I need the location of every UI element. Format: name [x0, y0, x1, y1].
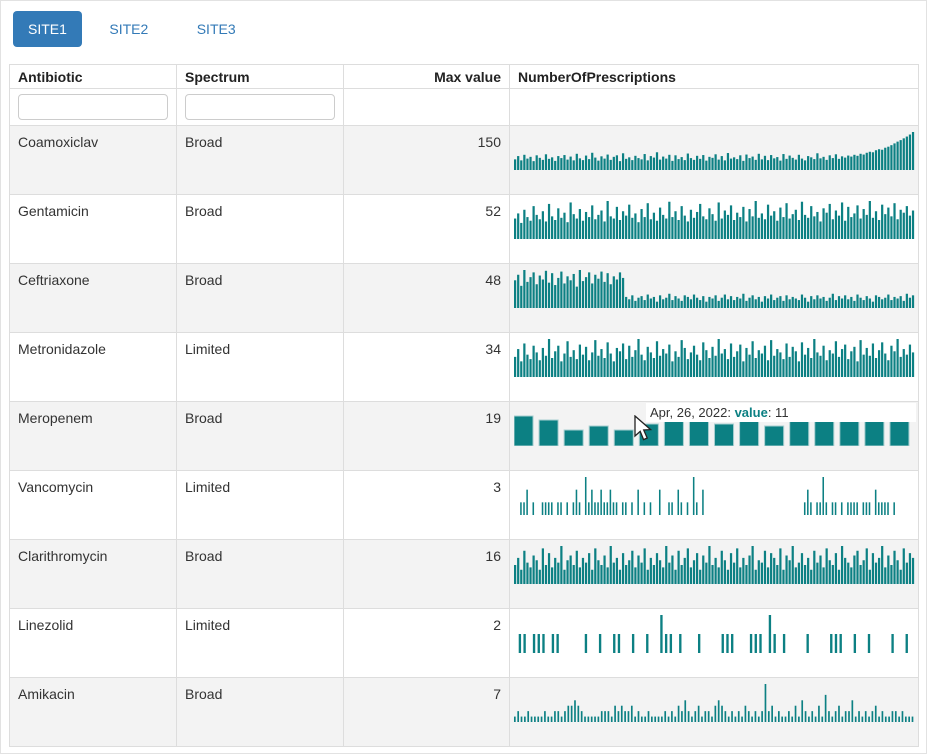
- sparkline-svg: [514, 201, 915, 239]
- table-row: Metronidazole Limited 34: [9, 332, 919, 402]
- sparkline-chart[interactable]: [514, 339, 915, 377]
- tooltip-value-label: value: [734, 405, 768, 420]
- sparkline-chart[interactable]: Apr, 26, 2022: value: 11: [514, 403, 916, 446]
- cell-antibiotic: Gentamicin: [9, 194, 177, 264]
- sparkline-chart[interactable]: [514, 615, 915, 653]
- cell-max-value: 52: [343, 194, 510, 264]
- cell-antibiotic: Linezolid: [9, 608, 177, 678]
- table-row: Ceftriaxone Broad 48: [9, 263, 919, 333]
- col-header-prescriptions[interactable]: NumberOfPrescriptions: [509, 64, 919, 89]
- tab-site1[interactable]: SITE1: [13, 11, 82, 47]
- table-body: Coamoxiclav Broad 150 Gentamicin Broad 5…: [9, 125, 919, 747]
- cell-sparkline: [509, 125, 919, 195]
- sparkline-svg: [514, 684, 914, 722]
- table-row: Clarithromycin Broad 16: [9, 539, 919, 609]
- cell-max-value: 34: [343, 332, 510, 402]
- cell-spectrum: Broad: [176, 677, 344, 747]
- cell-antibiotic: Metronidazole: [9, 332, 177, 402]
- tab-site3[interactable]: SITE3: [182, 11, 251, 47]
- site-tabs: SITE1 SITE2 SITE3: [1, 1, 926, 47]
- header-row: Antibiotic Spectrum Max value NumberOfPr…: [9, 64, 919, 89]
- sparkline-chart[interactable]: [514, 477, 915, 515]
- tab-site2[interactable]: SITE2: [94, 11, 163, 47]
- cell-antibiotic: Coamoxiclav: [9, 125, 177, 195]
- spectrum-filter-input[interactable]: [185, 94, 335, 120]
- cell-max-value: 150: [343, 125, 510, 195]
- sparkline-chart[interactable]: [514, 684, 915, 722]
- chart-tooltip: Apr, 26, 2022: value: 11: [646, 403, 916, 422]
- cell-sparkline: Apr, 26, 2022: value: 11: [509, 401, 919, 471]
- cell-sparkline: [509, 470, 919, 540]
- cell-antibiotic: Clarithromycin: [9, 539, 177, 609]
- cell-antibiotic: Amikacin: [9, 677, 177, 747]
- cell-spectrum: Limited: [176, 470, 344, 540]
- cell-spectrum: Broad: [176, 263, 344, 333]
- table-row: Gentamicin Broad 52: [9, 194, 919, 264]
- col-header-spectrum[interactable]: Spectrum: [176, 64, 344, 89]
- col-header-antibiotic[interactable]: Antibiotic: [9, 64, 177, 89]
- cell-sparkline: [509, 194, 919, 264]
- cell-sparkline: [509, 263, 919, 333]
- sparkline-svg: [514, 132, 915, 170]
- cell-spectrum: Broad: [176, 539, 344, 609]
- table-row: Linezolid Limited 2: [9, 608, 919, 678]
- cell-spectrum: Broad: [176, 125, 344, 195]
- cell-max-value: 2: [343, 608, 510, 678]
- cell-spectrum: Limited: [176, 608, 344, 678]
- tooltip-value: : 11: [767, 405, 789, 420]
- cell-sparkline: [509, 677, 919, 747]
- cell-sparkline: [509, 608, 919, 678]
- filter-cell-empty: [343, 88, 510, 126]
- table-row: Meropenem Broad 19 Apr, 26, 2022: value:…: [9, 401, 919, 471]
- col-header-max-value[interactable]: Max value: [343, 64, 510, 89]
- sparkline-svg: [520, 477, 895, 515]
- tooltip-date: Apr, 26, 2022:: [650, 405, 735, 420]
- cell-antibiotic: Vancomycin: [9, 470, 177, 540]
- antibiotics-table: Antibiotic Spectrum Max value NumberOfPr…: [9, 64, 919, 747]
- cell-max-value: 3: [343, 470, 510, 540]
- antibiotic-filter-input[interactable]: [18, 94, 168, 120]
- mouse-cursor-icon: [634, 415, 653, 441]
- table-row: Coamoxiclav Broad 150: [9, 125, 919, 195]
- table-row: Amikacin Broad 7: [9, 677, 919, 747]
- cell-antibiotic: Ceftriaxone: [9, 263, 177, 333]
- filter-row: [9, 88, 919, 126]
- sparkline-svg: [514, 339, 915, 377]
- cell-antibiotic: Meropenem: [9, 401, 177, 471]
- table-row: Vancomycin Limited 3: [9, 470, 919, 540]
- sparkline-chart[interactable]: [514, 201, 915, 239]
- cell-spectrum: Limited: [176, 332, 344, 402]
- cell-spectrum: Broad: [176, 401, 344, 471]
- cell-sparkline: [509, 539, 919, 609]
- sparkline-chart[interactable]: [514, 270, 915, 308]
- sparkline-svg: [514, 270, 915, 308]
- cell-max-value: 19: [343, 401, 510, 471]
- cell-max-value: 16: [343, 539, 510, 609]
- filter-cell-empty: [509, 88, 919, 126]
- sparkline-chart[interactable]: [514, 546, 915, 584]
- sparkline-chart[interactable]: [514, 132, 915, 170]
- cell-max-value: 48: [343, 263, 510, 333]
- cell-sparkline: [509, 332, 919, 402]
- cell-max-value: 7: [343, 677, 510, 747]
- sparkline-svg: [518, 615, 908, 653]
- sparkline-svg: [514, 546, 915, 584]
- cell-spectrum: Broad: [176, 194, 344, 264]
